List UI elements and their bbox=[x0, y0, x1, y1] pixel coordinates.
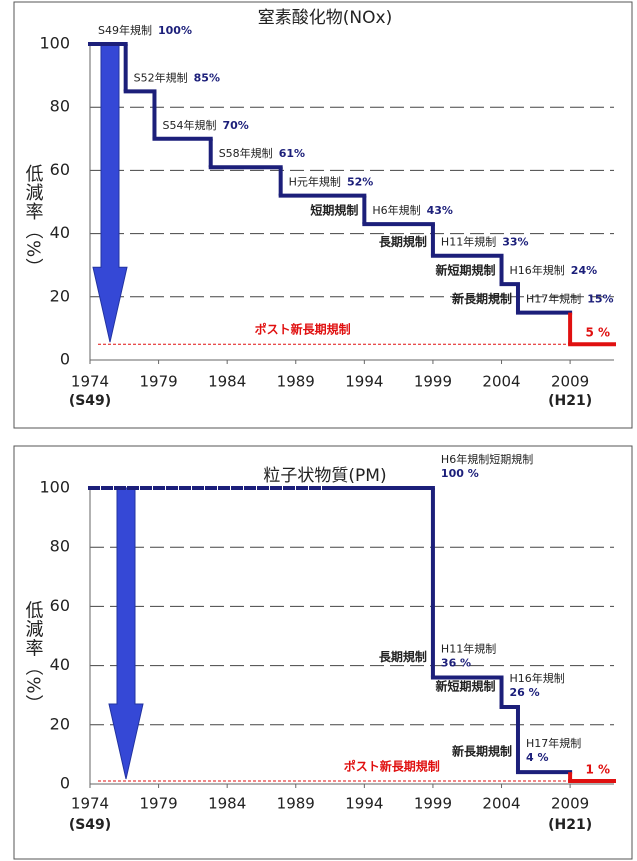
phase-label: 長期規制 bbox=[379, 649, 427, 664]
y-tick-label: 20 bbox=[50, 286, 70, 305]
value-label: 4 % bbox=[526, 751, 549, 764]
phase-label: 短期規制 bbox=[310, 203, 358, 218]
x-era-label: (H21) bbox=[548, 817, 592, 833]
phase-label: 新短期規制 bbox=[436, 263, 496, 278]
y-tick-label: 60 bbox=[50, 596, 70, 615]
x-tick-label: 1989 bbox=[277, 795, 315, 813]
x-tick-label: 2004 bbox=[482, 795, 520, 813]
y-axis-label: 低減率（%） bbox=[23, 164, 44, 277]
step-label: H6年規制 43% bbox=[372, 203, 453, 217]
value-label: 33% bbox=[502, 236, 528, 249]
regulation-label: S58年規制 bbox=[219, 146, 273, 160]
regulation-label: H17年規制 bbox=[526, 292, 581, 306]
regulation-label: H11年規制 bbox=[441, 641, 496, 655]
step-label: S52年規制 85% bbox=[134, 70, 220, 84]
y-tick-label: 40 bbox=[50, 655, 70, 674]
x-tick-label: 1999 bbox=[414, 373, 452, 391]
regulation-label: H6年規制 bbox=[372, 203, 420, 217]
x-tick-label: 1994 bbox=[345, 795, 383, 813]
value-label: 5 % bbox=[585, 326, 610, 340]
value-label: 26 % bbox=[510, 686, 540, 699]
x-tick-label: 1989 bbox=[277, 373, 315, 391]
y-tick-label: 100 bbox=[39, 478, 70, 497]
value-label: 1 % bbox=[585, 763, 610, 777]
reduction-arrow bbox=[92, 43, 128, 343]
value-label: 15% bbox=[587, 293, 613, 306]
x-tick-label: 1974 bbox=[71, 795, 109, 813]
regulation-label: S52年規制 bbox=[134, 70, 188, 84]
regulation-label: H元年規制 bbox=[289, 175, 341, 189]
phase-label: 新長期規制 bbox=[452, 744, 512, 759]
regulation-label: H11年規制 bbox=[441, 235, 496, 249]
step-label: H17年規制 15% bbox=[526, 292, 614, 306]
value-label: 24% bbox=[571, 264, 597, 277]
phase-label: 新長期規制 bbox=[452, 291, 512, 306]
reduction-arrow bbox=[108, 487, 144, 780]
value-label: 100% bbox=[158, 24, 192, 37]
post-regulation-label: ポスト新長期規制 bbox=[344, 759, 440, 774]
y-tick-label: 100 bbox=[39, 34, 70, 53]
x-tick-label: 2009 bbox=[551, 373, 589, 391]
x-tick-label: 1994 bbox=[345, 373, 383, 391]
phase-label: 新短期規制 bbox=[436, 679, 496, 694]
step-label: H16年規制 24% bbox=[510, 263, 598, 277]
y-tick-label: 40 bbox=[50, 223, 70, 242]
regulation-label: S54年規制 bbox=[162, 118, 216, 132]
y-tick-label: 20 bbox=[50, 714, 70, 733]
y-tick-label: 80 bbox=[50, 537, 70, 556]
x-tick-label: 2004 bbox=[482, 373, 520, 391]
regulation-label: H16年規制 bbox=[510, 263, 565, 277]
x-tick-label: 1984 bbox=[208, 373, 246, 391]
value-label: 100 % bbox=[441, 467, 479, 480]
chart-frame bbox=[13, 1, 633, 429]
chart-title: 粒子状物質(PM) bbox=[263, 466, 386, 486]
x-tick-label: 1974 bbox=[71, 373, 109, 391]
step-label: S58年規制 61% bbox=[219, 146, 305, 160]
step-label: H11年規制 33% bbox=[441, 235, 529, 249]
x-era-label: (S49) bbox=[69, 817, 111, 833]
regulation-label: H17年規制 bbox=[526, 736, 581, 750]
value-label: 36 % bbox=[441, 656, 471, 669]
post-regulation-label: ポスト新長期規制 bbox=[255, 322, 351, 337]
chart-title: 窒素酸化物(NOx) bbox=[258, 8, 392, 28]
regulation-label: H6年規制短期規制 bbox=[441, 452, 533, 466]
y-tick-label: 0 bbox=[60, 350, 70, 369]
y-axis-label: 低減率（%） bbox=[23, 600, 44, 713]
y-tick-label: 0 bbox=[60, 774, 70, 793]
regulation-label: H16年規制 bbox=[510, 671, 565, 685]
phase-label: 長期規制 bbox=[379, 234, 427, 249]
value-label: 43% bbox=[427, 204, 453, 217]
y-tick-label: 60 bbox=[50, 160, 70, 179]
value-label: 61% bbox=[279, 147, 305, 160]
x-tick-label: 2009 bbox=[551, 795, 589, 813]
x-tick-label: 1979 bbox=[139, 795, 177, 813]
regulation-label: S49年規制 bbox=[98, 23, 152, 37]
x-tick-label: 1999 bbox=[414, 795, 452, 813]
step-label: S49年規制 100% bbox=[98, 23, 192, 37]
value-label: 70% bbox=[222, 119, 248, 132]
x-tick-label: 1984 bbox=[208, 795, 246, 813]
y-tick-label: 80 bbox=[50, 97, 70, 116]
value-label: 52% bbox=[347, 176, 373, 189]
x-era-label: (H21) bbox=[548, 393, 592, 409]
step-label: H元年規制 52% bbox=[289, 175, 374, 189]
x-era-label: (S49) bbox=[69, 393, 111, 409]
value-label: 85% bbox=[194, 71, 220, 84]
step-label: S54年規制 70% bbox=[162, 118, 248, 132]
chart-frame bbox=[13, 445, 633, 860]
x-tick-label: 1979 bbox=[139, 373, 177, 391]
